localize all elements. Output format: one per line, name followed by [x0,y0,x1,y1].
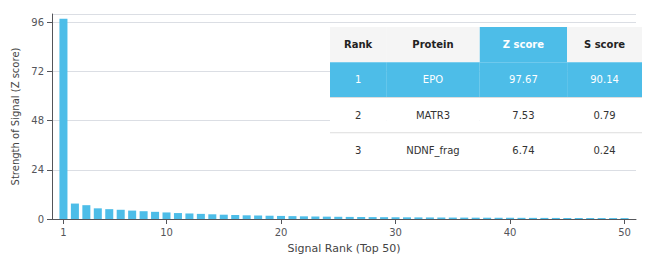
svg-text:Signal Rank (Top 50): Signal Rank (Top 50) [288,242,401,255]
svg-text:72: 72 [31,66,44,77]
svg-text:20: 20 [275,227,288,238]
svg-text:NDNF_frag: NDNF_frag [406,145,460,157]
svg-text:1: 1 [355,74,361,85]
svg-text:Z score: Z score [503,39,544,50]
svg-text:0.79: 0.79 [593,110,615,121]
svg-text:3: 3 [355,145,361,156]
svg-text:90.14: 90.14 [590,74,619,85]
svg-text:40: 40 [504,227,517,238]
svg-text:0: 0 [38,214,44,225]
svg-text:S score: S score [584,39,625,50]
svg-text:97.67: 97.67 [509,74,538,85]
svg-text:10: 10 [160,227,173,238]
svg-text:Rank: Rank [344,39,373,50]
svg-text:Protein: Protein [412,39,453,50]
svg-text:1: 1 [60,227,66,238]
svg-text:Strength of Signal (Z score): Strength of Signal (Z score) [10,47,21,185]
svg-text:6.74: 6.74 [512,145,534,156]
svg-text:7.53: 7.53 [512,110,534,121]
svg-text:2: 2 [355,110,361,121]
svg-text:24: 24 [31,164,44,175]
svg-text:50: 50 [618,227,631,238]
svg-text:48: 48 [31,115,44,126]
svg-text:MATR3: MATR3 [416,110,450,121]
svg-text:96: 96 [31,17,44,28]
svg-text:EPO: EPO [423,74,443,85]
svg-text:30: 30 [389,227,402,238]
svg-text:0.24: 0.24 [593,145,615,156]
